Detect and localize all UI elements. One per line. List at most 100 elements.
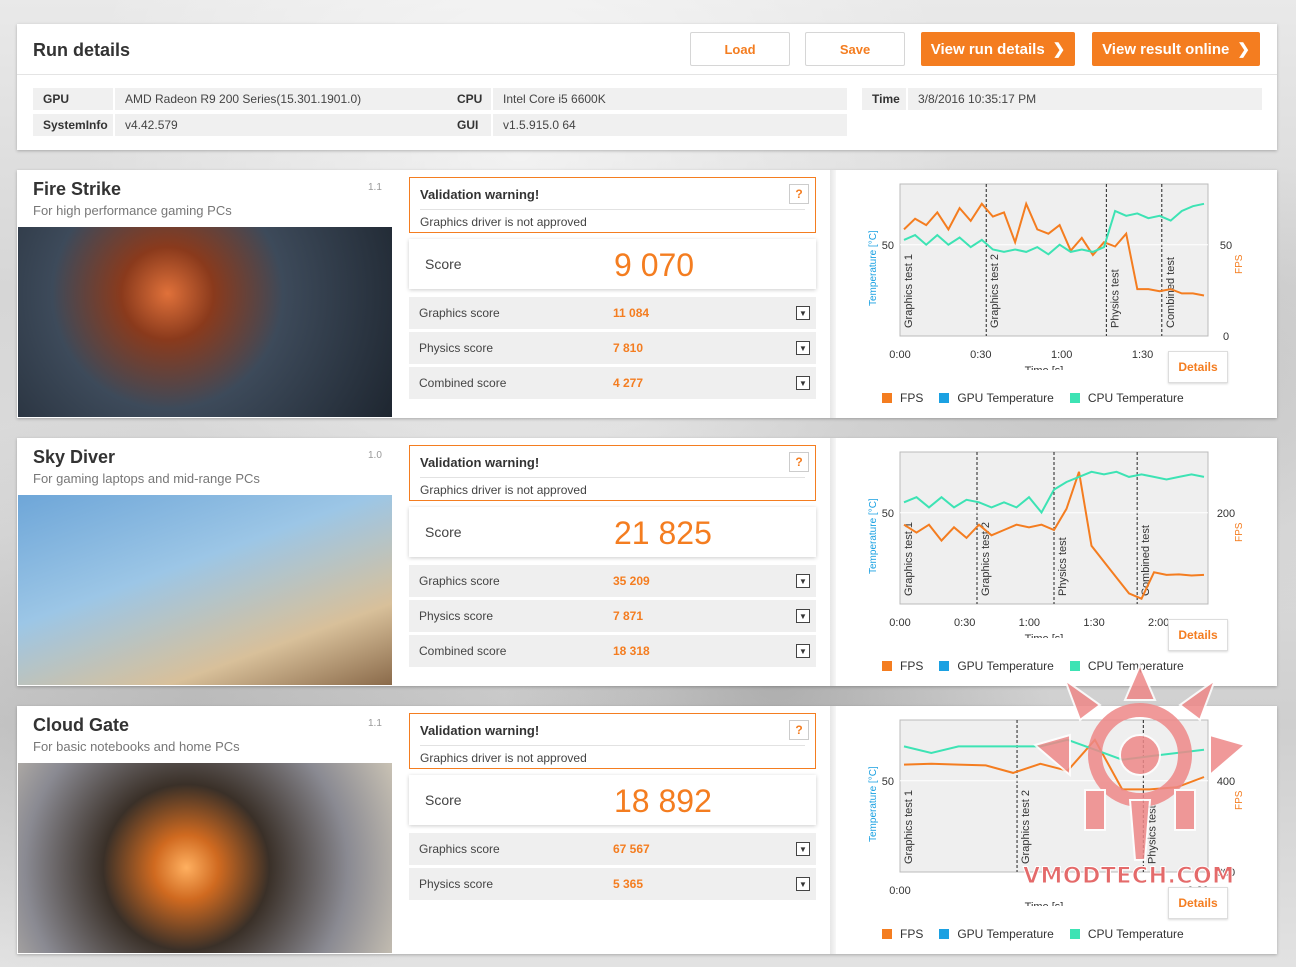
view-result-online-button[interactable]: View result online ❯	[1092, 32, 1260, 66]
subscore-row[interactable]: Combined score 4 277 ▼	[409, 367, 816, 399]
y-left-axis-label: Temperature [°C]	[868, 498, 879, 574]
help-button[interactable]: ?	[789, 452, 809, 472]
details-button[interactable]: Details	[1168, 351, 1228, 383]
score-box: Score 9 070	[409, 239, 816, 289]
load-button[interactable]: Load	[690, 32, 790, 66]
section-label: Combined test	[1140, 525, 1152, 596]
legend-swatch	[1069, 393, 1080, 403]
legend-swatch	[1069, 929, 1080, 939]
info-value: 3/8/2016 10:35:17 PM	[908, 88, 1262, 110]
info-key: SystemInfo	[33, 114, 113, 136]
legend-label: GPU Temperature	[957, 659, 1054, 673]
subscore-row[interactable]: Graphics score 67 567 ▼	[409, 833, 816, 865]
details-button[interactable]: Details	[1168, 619, 1228, 651]
performance-chart: Graphics test 1 Graphics test 2 Physics te…	[868, 183, 1245, 370]
subscore-value: 5 365	[613, 877, 644, 891]
cpu-temperature-line	[903, 202, 1205, 256]
benchmark-version: 1.1	[368, 718, 382, 729]
benchmark-subtitle: For high performance gaming PCs	[33, 203, 232, 218]
section-label: Combined test	[1165, 257, 1177, 328]
x-axis-label: Time [s]	[1025, 901, 1064, 906]
info-key: GUI	[447, 114, 491, 136]
subscore-row[interactable]: Graphics score 35 209 ▼	[409, 565, 816, 597]
chart-legend: FPS GPU Temperature CPU Temperature	[882, 927, 1200, 941]
expand-toggle-icon[interactable]: ▼	[796, 574, 810, 588]
section-label: Graphics test 2	[1020, 790, 1032, 864]
benchmark-title: Fire Strike	[33, 179, 122, 199]
validation-warning: Validation warning!? Graphics driver is n…	[409, 713, 816, 769]
subscore-label: Combined score	[419, 644, 507, 658]
expand-toggle-icon[interactable]: ▼	[796, 842, 810, 856]
info-gui: GUI v1.5.915.0 64	[447, 114, 847, 136]
y-right-tick-label: 400	[1217, 776, 1235, 788]
legend-swatch	[939, 661, 950, 671]
info-value: Intel Core i5 6600K	[493, 88, 847, 110]
legend-item: FPS	[882, 391, 923, 405]
legend-label: GPU Temperature	[957, 927, 1054, 941]
legend-swatch	[882, 661, 892, 671]
subscore-row[interactable]: Physics score 7 871 ▼	[409, 600, 816, 632]
info-key: CPU	[447, 88, 491, 110]
expand-toggle-icon[interactable]: ▼	[796, 877, 810, 891]
x-tick-label: 0:00	[889, 885, 910, 897]
panel-divider	[830, 706, 836, 954]
panel-divider	[830, 170, 836, 418]
save-button[interactable]: Save	[805, 32, 905, 66]
subscore-value: 11 084	[613, 306, 650, 320]
benchmark-image	[18, 495, 392, 685]
subscore-label: Physics score	[419, 609, 494, 623]
y-right-tick-label: 0	[1223, 331, 1229, 343]
legend-item: CPU Temperature	[1069, 391, 1184, 405]
info-value: v1.5.915.0 64	[493, 114, 847, 136]
subscore-label: Graphics score	[419, 306, 500, 320]
y-left-tick-label: 50	[882, 776, 894, 788]
help-button[interactable]: ?	[789, 184, 809, 204]
fps-line	[903, 200, 1205, 297]
legend-label: GPU Temperature	[957, 391, 1054, 405]
legend-item: GPU Temperature	[939, 391, 1054, 405]
info-gpu: GPU AMD Radeon R9 200 Series(15.301.1901…	[33, 88, 449, 110]
expand-toggle-icon[interactable]: ▼	[796, 609, 810, 623]
y-right-tick-label: 50	[1220, 240, 1232, 252]
benchmark-subtitle: For gaming laptops and mid-range PCs	[33, 471, 260, 486]
warning-title: Validation warning!	[420, 187, 540, 202]
info-key: Time	[862, 88, 906, 110]
score-value: 9 070	[614, 247, 695, 283]
score-label: Score	[425, 792, 462, 808]
legend-item: FPS	[882, 927, 923, 941]
divider	[17, 74, 1277, 75]
run-details-title: Run details	[33, 40, 131, 60]
legend-item: GPU Temperature	[939, 927, 1054, 941]
legend-item: CPU Temperature	[1069, 659, 1184, 673]
y-right-axis-label: FPS	[1234, 790, 1245, 810]
view-run-details-label: View run details	[930, 40, 1045, 58]
expand-toggle-icon[interactable]: ▼	[796, 376, 810, 390]
subscore-row[interactable]: Combined score 18 318 ▼	[409, 635, 816, 667]
view-run-details-button[interactable]: View run details ❯	[921, 32, 1075, 66]
help-button[interactable]: ?	[789, 720, 809, 740]
warning-text: Graphics driver is not approved	[420, 483, 587, 497]
score-box: Score 18 892	[409, 775, 816, 825]
subscore-value: 7 871	[613, 609, 644, 623]
subscore-row[interactable]: Graphics score 11 084 ▼	[409, 297, 816, 329]
validation-warning: Validation warning!? Graphics driver is n…	[409, 177, 816, 233]
expand-toggle-icon[interactable]: ▼	[796, 306, 810, 320]
y-left-tick-label: 50	[882, 508, 894, 520]
subscore-row[interactable]: Physics score 7 810 ▼	[409, 332, 816, 364]
subscore-row[interactable]: Physics score 5 365 ▼	[409, 868, 816, 900]
section-label: Graphics test 2	[980, 522, 992, 596]
y-left-axis-label: Temperature [°C]	[868, 230, 879, 306]
score-value: 18 892	[614, 783, 712, 819]
subscore-label: Graphics score	[419, 574, 500, 588]
subscore-value: 4 277	[613, 376, 644, 390]
subscore-value: 18 318	[613, 644, 650, 658]
expand-toggle-icon[interactable]: ▼	[796, 341, 810, 355]
performance-chart: Graphics test 1 Graphics test 2 Physics te…	[868, 451, 1245, 638]
chevron-right-icon: ❯	[1052, 41, 1066, 58]
chevron-right-icon: ❯	[1237, 41, 1250, 58]
fps-line	[903, 738, 1205, 791]
details-button[interactable]: Details	[1168, 887, 1228, 919]
score-box: Score 21 825	[409, 507, 816, 557]
expand-toggle-icon[interactable]: ▼	[796, 644, 810, 658]
info-value: AMD Radeon R9 200 Series(15.301.1901.0)	[115, 88, 449, 110]
